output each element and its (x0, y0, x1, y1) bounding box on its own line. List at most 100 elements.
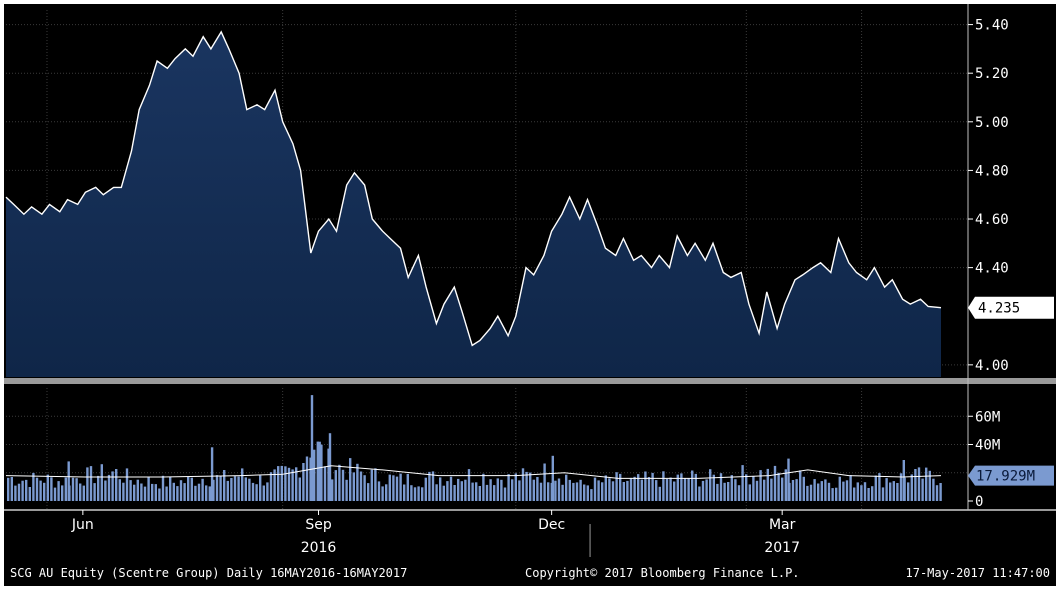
volume-bar-132 (482, 473, 485, 501)
volume-bar-252 (914, 469, 917, 501)
volume-bar-224 (813, 479, 816, 501)
volume-bar-154 (561, 484, 564, 501)
volume-bar-207 (752, 476, 755, 501)
volume-bar-229 (831, 488, 834, 501)
volume-bar-173 (629, 477, 633, 501)
volume-bar-175 (637, 474, 640, 501)
volume-bar-64 (237, 476, 240, 501)
volume-bar-195 (709, 469, 712, 501)
chart-frame: 5.40 5.20 5.00 4.80 4.60 4.40 4.00 60M 40M 0 Jun… (4, 4, 1056, 586)
price-tick-label-2: 5.00 (975, 115, 1009, 131)
volume-bar-135 (493, 485, 496, 501)
volume-bar-9 (39, 480, 42, 501)
volume-bar-256 (928, 470, 931, 501)
price-area (6, 31, 941, 378)
volume-bar-149 (543, 463, 546, 501)
volume-bar-142 (518, 480, 521, 501)
volume-bar-198 (719, 473, 723, 501)
volume-bar-50 (187, 476, 190, 501)
volume-bar-78 (287, 467, 291, 501)
volume-bar-52 (194, 485, 197, 501)
volume-bar-97 (356, 463, 359, 501)
volume-bar-102 (374, 468, 377, 501)
volume-bar-129 (471, 482, 474, 501)
volume-bar-157 (572, 482, 575, 501)
footer-copyright: Copyright© 2017 Bloomberg Finance L.P. (525, 566, 800, 580)
volume-bar-203 (737, 485, 741, 501)
year-label-1: 2017 (764, 540, 800, 556)
volume-bar-241 (874, 475, 877, 501)
volume-bar-215 (781, 477, 784, 501)
volume-bar-248 (899, 473, 903, 501)
volume-bar-236 (856, 482, 859, 501)
volume-bar-209 (759, 470, 762, 501)
volume-bar-13 (53, 487, 57, 501)
volume-bar-114 (417, 486, 420, 501)
volume-bar-189 (687, 478, 690, 501)
volume-bar-116 (424, 477, 427, 501)
price-area-fill (6, 31, 941, 378)
volume-bar-18 (71, 477, 75, 501)
volume-bar-205 (745, 474, 748, 501)
volume-bar-244 (885, 478, 888, 501)
volume-bar-2 (14, 485, 17, 501)
volume-bar-7 (32, 472, 35, 501)
volume-bar-100 (367, 483, 370, 501)
volume-bar-117 (428, 471, 431, 501)
volume-bar-90 (331, 479, 334, 501)
volume-bar-150 (547, 482, 550, 501)
volume-bar-206 (748, 484, 751, 501)
volume-bar-41 (154, 484, 157, 501)
volume-bar-110 (403, 484, 406, 501)
volume-bar-139 (507, 474, 510, 501)
volume-bar-56 (208, 486, 211, 501)
volume-bar-138 (503, 487, 507, 501)
volume-bar-36 (136, 479, 139, 501)
volume-bar-218 (791, 480, 795, 501)
volume-bar-188 (683, 478, 687, 501)
volume-bar-201 (730, 475, 733, 501)
volume-y-ticks: 60M 40M 0 (968, 409, 1000, 510)
volume-tick-label-2: 0 (975, 494, 983, 510)
price-last-value-badge (968, 296, 1054, 319)
volume-bar-255 (925, 467, 928, 501)
volume-bar-193 (701, 480, 705, 501)
price-volume-chart: 5.40 5.20 5.00 4.80 4.60 4.40 4.00 60M 40M 0 Jun… (4, 4, 1056, 580)
volume-bar-101 (370, 469, 373, 501)
price-tick-label-5: 4.40 (975, 261, 1009, 277)
volume-bar-63 (233, 476, 237, 501)
volume-bar-34 (129, 480, 132, 501)
volume-bar-158 (575, 482, 579, 501)
volume-bar-76 (280, 465, 283, 501)
volume-bar-162 (590, 489, 593, 501)
volume-bar-161 (586, 485, 589, 501)
volume-bar-15 (61, 485, 64, 501)
volume-ma-line (5, 465, 942, 479)
volume-bar-143 (521, 468, 525, 501)
volume-bar-11 (46, 474, 49, 501)
volume-bar-155 (565, 474, 568, 501)
volume-bar-176 (640, 479, 643, 501)
volume-bar-29 (111, 471, 114, 501)
volume-bar-66 (244, 477, 247, 501)
price-tick-label-6: 4.00 (975, 358, 1009, 374)
volume-tick-label-0: 60M (975, 409, 1000, 425)
volume-bar-30 (115, 469, 118, 501)
volume-bar-166 (604, 475, 607, 501)
volume-bar-54 (201, 478, 204, 501)
month-label-3: Mar (769, 517, 796, 533)
volume-bar-74 (273, 469, 276, 501)
volume-bar-230 (835, 487, 838, 501)
volume-bar-46 (172, 482, 175, 501)
volume-bar-144 (525, 471, 528, 501)
volume-bar-183 (665, 478, 669, 501)
volume-bar-89 (327, 448, 330, 501)
volume-bar-45 (169, 476, 172, 501)
x-ticks: Jun Sep Dec Mar 2016 2017 (71, 510, 800, 556)
volume-bar-231 (838, 476, 841, 501)
volume-last-value-text: 17.929M (976, 469, 1035, 485)
volume-bar-171 (622, 482, 625, 501)
volume-bar-40 (151, 483, 154, 501)
volume-bar-79 (291, 469, 294, 501)
volume-bar-187 (680, 473, 683, 501)
